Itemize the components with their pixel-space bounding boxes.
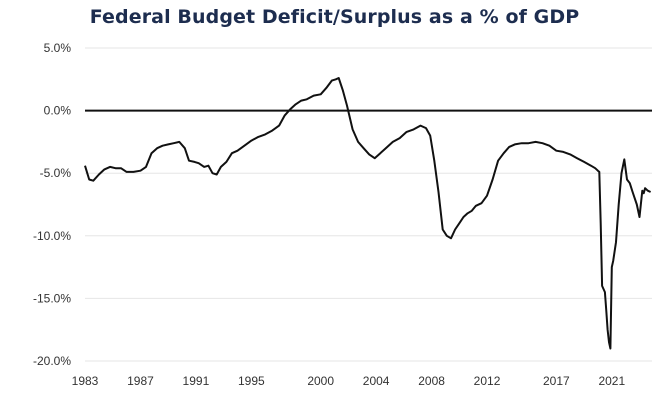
series-layer <box>84 77 652 350</box>
y-tick-label: -15.0% <box>33 291 71 305</box>
deficit-series-line <box>84 77 652 350</box>
gridlines <box>85 47 652 362</box>
x-tick-label: 2004 <box>363 374 390 388</box>
x-tick-label: 1987 <box>127 374 154 388</box>
x-tick-label: 2008 <box>418 374 445 388</box>
x-tick-label: 1995 <box>238 374 265 388</box>
x-tick-label: 1991 <box>183 374 210 388</box>
x-tick-label: 2000 <box>307 374 334 388</box>
x-axis-tick-labels: 1983 1987 1991 1995 2000 2004 2008 2012 2017 2021 <box>72 374 626 388</box>
x-tick-label: 2012 <box>474 374 501 388</box>
x-tick-label: 1983 <box>72 374 99 388</box>
y-tick-label: -20.0% <box>33 354 71 368</box>
x-tick-label: 2017 <box>543 374 570 388</box>
y-tick-label: 5.0% <box>44 41 72 55</box>
chart-title: Federal Budget Deficit/Surplus as a % of… <box>89 6 580 28</box>
y-axis-tick-labels: 5.0% 0.0% -5.0% -10.0% -15.0% -20.0% <box>33 41 71 368</box>
y-tick-label: -5.0% <box>40 166 72 180</box>
y-tick-label: 0.0% <box>44 104 72 118</box>
y-tick-label: -10.0% <box>33 229 71 243</box>
x-tick-label: 2021 <box>598 374 625 388</box>
